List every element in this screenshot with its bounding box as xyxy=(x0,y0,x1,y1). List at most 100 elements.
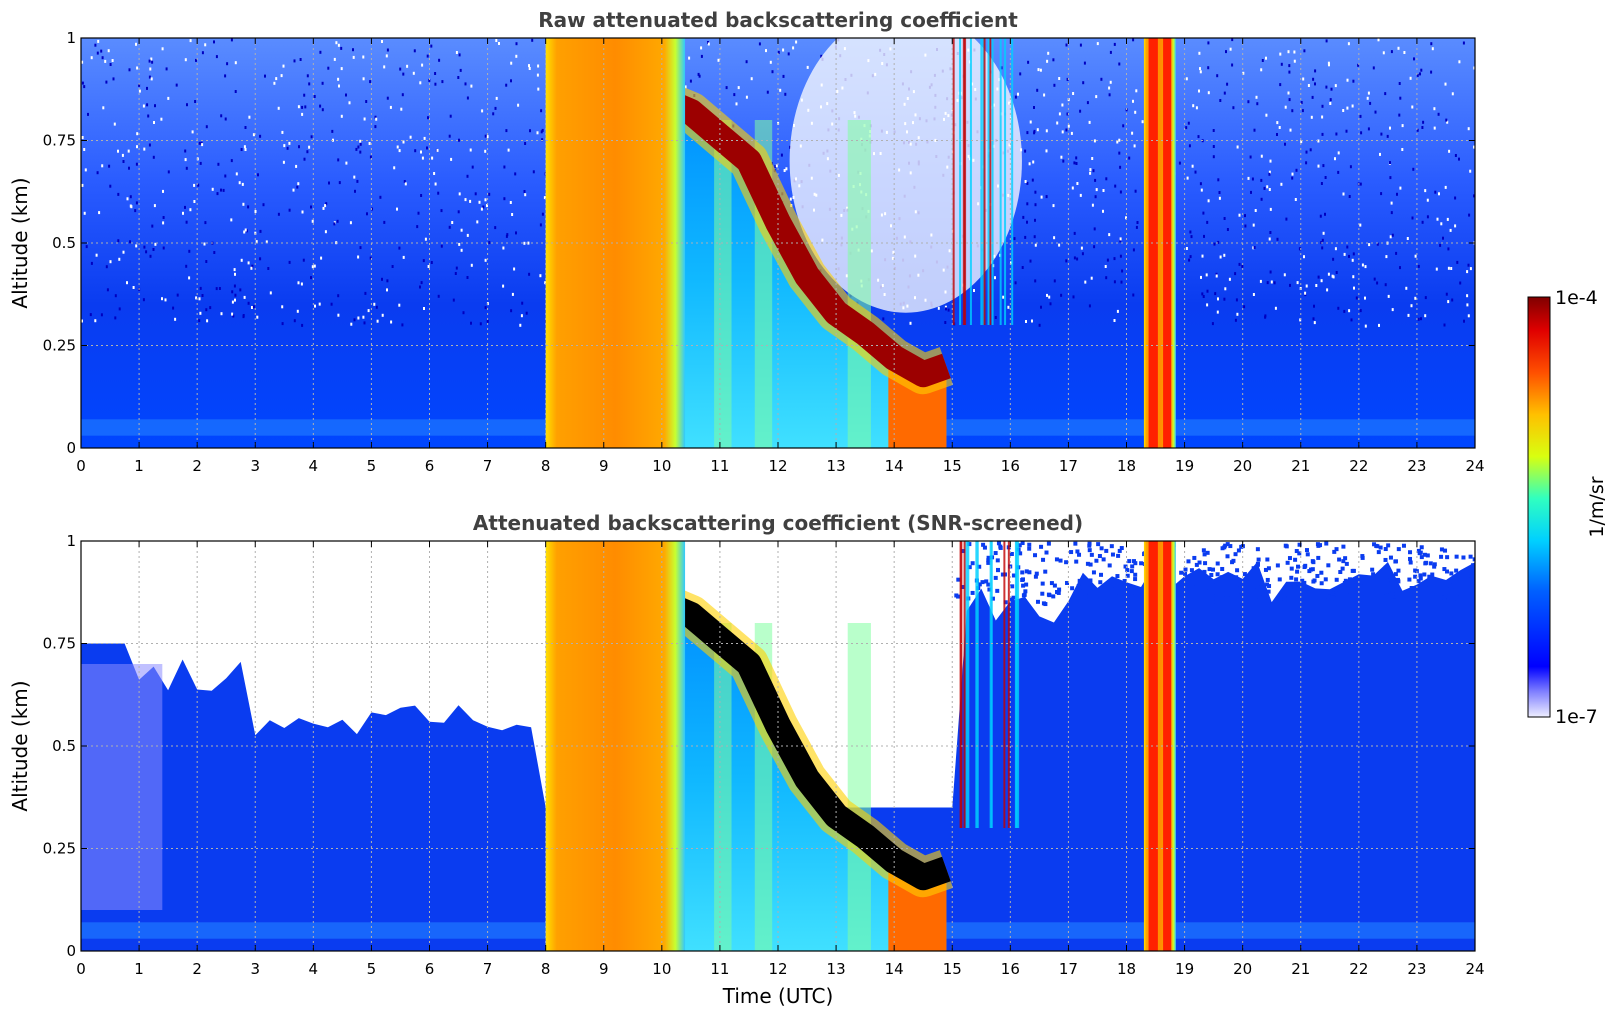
noise-pixel xyxy=(1284,105,1287,109)
noise-pixel xyxy=(502,246,505,250)
noise-pixel xyxy=(1058,243,1061,247)
noise-pixel xyxy=(1311,95,1314,99)
noise-pixel xyxy=(90,261,93,265)
noise-pixel xyxy=(213,251,216,254)
noise-pixel xyxy=(1364,296,1366,300)
noise-pixel xyxy=(421,156,424,160)
noise-pixel xyxy=(1387,294,1390,298)
noise-pixel xyxy=(288,260,291,264)
fog-streak xyxy=(714,623,732,951)
noise-pixel xyxy=(1089,168,1092,172)
noise-pixel xyxy=(239,288,242,292)
y-tick-label: 0.5 xyxy=(52,234,76,252)
noise-pixel xyxy=(1252,246,1255,250)
noise-pixel xyxy=(1202,211,1205,215)
noise-pixel xyxy=(393,166,396,170)
noise-pixel xyxy=(1420,317,1422,321)
noise-pixel xyxy=(1372,589,1377,594)
noise-pixel xyxy=(1017,92,1019,96)
noise-pixel xyxy=(1446,120,1449,124)
noise-pixel xyxy=(191,130,194,134)
noise-pixel xyxy=(1379,152,1381,156)
noise-pixel xyxy=(1419,545,1424,550)
noise-pixel xyxy=(1194,170,1197,174)
noise-pixel xyxy=(129,195,132,199)
noise-pixel xyxy=(1335,271,1338,274)
noise-pixel xyxy=(1473,194,1475,198)
noise-pixel xyxy=(1220,546,1225,551)
noise-pixel xyxy=(947,308,950,312)
noise-pixel xyxy=(480,207,483,211)
noise-pixel xyxy=(1321,246,1324,250)
noise-pixel xyxy=(1305,284,1308,288)
noise-pixel xyxy=(1076,182,1079,185)
x-tick-label: 9 xyxy=(599,457,609,475)
noise-pixel xyxy=(1295,569,1300,574)
noise-pixel xyxy=(306,150,309,154)
noise-pixel xyxy=(1442,236,1444,240)
noise-pixel xyxy=(1393,572,1398,577)
x-tick-label: 15 xyxy=(943,960,962,978)
noise-pixel xyxy=(1329,102,1332,105)
noise-pixel xyxy=(1417,551,1422,556)
noise-pixel xyxy=(419,285,421,289)
noise-pixel xyxy=(1372,66,1375,70)
noise-pixel xyxy=(94,43,97,47)
noise-pixel xyxy=(450,157,453,161)
noise-pixel xyxy=(340,67,343,71)
noise-pixel xyxy=(1099,546,1104,551)
noise-pixel xyxy=(454,272,457,275)
noise-pixel xyxy=(689,79,692,83)
noise-pixel xyxy=(257,173,259,177)
streak xyxy=(959,38,962,325)
noise-pixel xyxy=(154,242,157,246)
noise-pixel xyxy=(1386,543,1391,548)
noise-pixel xyxy=(1113,42,1116,46)
noise-pixel xyxy=(1260,178,1263,182)
noise-pixel xyxy=(1289,128,1292,132)
noise-pixel xyxy=(1052,58,1055,62)
x-tick-label: 6 xyxy=(425,960,435,978)
noise-pixel xyxy=(1232,106,1235,110)
rain-core xyxy=(1148,38,1158,448)
noise-pixel xyxy=(1344,593,1349,598)
noise-pixel xyxy=(404,182,407,186)
noise-pixel xyxy=(470,84,473,88)
y-tick-label: 1 xyxy=(66,532,76,550)
noise-pixel xyxy=(1322,164,1325,168)
noise-pixel xyxy=(1305,150,1308,154)
noise-pixel xyxy=(1264,315,1267,319)
noise-pixel xyxy=(252,133,255,137)
noise-pixel xyxy=(1346,245,1349,249)
noise-pixel xyxy=(1407,577,1412,582)
x-tick-label: 23 xyxy=(1407,960,1426,978)
noise-pixel xyxy=(220,188,222,192)
noise-pixel xyxy=(1412,167,1415,171)
noise-pixel xyxy=(135,244,138,248)
noise-pixel xyxy=(1389,235,1392,239)
noise-pixel xyxy=(1069,550,1074,555)
noise-pixel xyxy=(1105,276,1108,280)
noise-pixel xyxy=(199,286,202,290)
x-tick-label: 11 xyxy=(710,960,729,978)
noise-pixel xyxy=(1300,578,1305,583)
noise-pixel xyxy=(205,125,208,129)
noise-pixel xyxy=(1046,293,1048,297)
noise-pixel xyxy=(201,51,204,55)
noise-pixel xyxy=(1467,593,1472,598)
noise-pixel xyxy=(528,272,531,276)
x-tick-label: 5 xyxy=(367,457,377,475)
noise-pixel xyxy=(1305,552,1310,557)
noise-pixel xyxy=(1422,572,1427,577)
noise-pixel xyxy=(109,260,112,264)
noise-pixel xyxy=(1036,88,1039,92)
noise-pixel xyxy=(1388,577,1393,582)
noise-pixel xyxy=(541,138,544,142)
noise-pixel xyxy=(440,209,443,213)
noise-pixel xyxy=(495,39,498,42)
noise-pixel xyxy=(1423,583,1428,588)
noise-pixel xyxy=(1293,50,1296,54)
noise-pixel xyxy=(967,565,972,570)
noise-pixel xyxy=(383,65,386,69)
noise-pixel xyxy=(251,306,253,309)
